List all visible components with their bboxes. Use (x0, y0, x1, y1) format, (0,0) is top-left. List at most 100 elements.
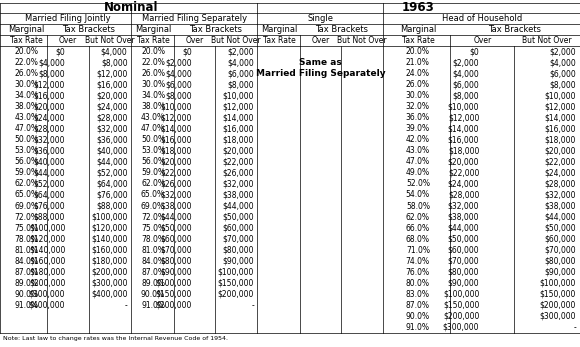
Text: 1963: 1963 (402, 1, 435, 14)
Text: -: - (125, 301, 128, 310)
Text: $60,000: $60,000 (222, 223, 254, 232)
Text: 68.0%: 68.0% (406, 235, 430, 244)
Text: $16,000: $16,000 (96, 81, 128, 89)
Text: $38,000: $38,000 (545, 202, 576, 211)
Text: $18,000: $18,000 (223, 135, 254, 144)
Text: $100,000: $100,000 (155, 279, 191, 288)
Text: $0: $0 (182, 47, 191, 56)
Text: 22.0%: 22.0% (14, 58, 38, 67)
Text: Head of Household: Head of Household (442, 14, 523, 23)
Text: $140,000: $140,000 (29, 246, 65, 255)
Text: $20,000: $20,000 (223, 146, 254, 155)
Text: $38,000: $38,000 (448, 212, 479, 221)
Text: $26,000: $26,000 (160, 179, 191, 188)
Text: 54.0%: 54.0% (406, 191, 430, 200)
Text: $88,000: $88,000 (96, 202, 128, 211)
Text: $180,000: $180,000 (29, 268, 65, 277)
Text: 90.0%: 90.0% (406, 312, 430, 321)
Text: $12,000: $12,000 (448, 113, 479, 122)
Text: 89.0%: 89.0% (14, 279, 39, 288)
Text: $22,000: $22,000 (223, 158, 254, 167)
Text: $0: $0 (470, 47, 479, 56)
Text: $26,000: $26,000 (223, 168, 254, 177)
Text: 47.0%: 47.0% (141, 125, 165, 133)
Text: $14,000: $14,000 (160, 125, 191, 133)
Text: $16,000: $16,000 (34, 91, 65, 100)
Text: $8,000: $8,000 (39, 69, 65, 78)
Text: $20,000: $20,000 (545, 146, 576, 155)
Text: $400,000: $400,000 (29, 301, 65, 310)
Text: 76.0%: 76.0% (406, 268, 430, 277)
Text: $50,000: $50,000 (222, 212, 254, 221)
Text: $200,000: $200,000 (539, 301, 576, 310)
Text: 62.0%: 62.0% (406, 212, 430, 221)
Text: But Not Over: But Not Over (522, 36, 571, 45)
Text: $70,000: $70,000 (448, 256, 479, 265)
Text: Over: Over (59, 36, 77, 45)
Text: $90,000: $90,000 (448, 279, 479, 288)
Text: 42.0%: 42.0% (406, 135, 430, 144)
Text: Tax Brackets: Tax Brackets (189, 25, 242, 34)
Text: $200,000: $200,000 (443, 312, 479, 321)
Text: 62.0%: 62.0% (14, 179, 39, 188)
Text: $2,000: $2,000 (227, 47, 254, 56)
Text: Same as: Same as (299, 58, 342, 67)
Text: $100,000: $100,000 (91, 212, 128, 221)
Text: $44,000: $44,000 (222, 202, 254, 211)
Text: $38,000: $38,000 (160, 202, 191, 211)
Text: Marginal: Marginal (400, 25, 436, 34)
Text: Over: Over (473, 36, 491, 45)
Text: 90.0%: 90.0% (141, 290, 165, 299)
Text: 50.0%: 50.0% (141, 135, 165, 144)
Text: But Not Over: But Not Over (211, 36, 261, 45)
Text: $64,000: $64,000 (96, 179, 128, 188)
Text: Married Filing Separately: Married Filing Separately (142, 14, 247, 23)
Text: Tax Rate: Tax Rate (401, 36, 434, 45)
Text: 30.0%: 30.0% (406, 91, 430, 100)
Text: $90,000: $90,000 (160, 268, 191, 277)
Text: 47.0%: 47.0% (14, 125, 39, 133)
Text: 69.0%: 69.0% (14, 202, 39, 211)
Text: $20,000: $20,000 (160, 158, 191, 167)
Text: Tax Brackets: Tax Brackets (488, 25, 541, 34)
Text: 53.0%: 53.0% (141, 146, 165, 155)
Text: 91.0%: 91.0% (14, 301, 39, 310)
Text: Tax Brackets: Tax Brackets (63, 25, 115, 34)
Text: $70,000: $70,000 (222, 235, 254, 244)
Text: 78.0%: 78.0% (141, 235, 165, 244)
Text: $6,000: $6,000 (227, 69, 254, 78)
Text: $44,000: $44,000 (544, 212, 576, 221)
Text: 43.0%: 43.0% (14, 113, 39, 122)
Text: $150,000: $150,000 (539, 290, 576, 299)
Text: $6,000: $6,000 (452, 81, 479, 89)
Text: 75.0%: 75.0% (14, 223, 39, 232)
Text: $24,000: $24,000 (448, 179, 479, 188)
Text: $150,000: $150,000 (155, 290, 191, 299)
Text: $10,000: $10,000 (545, 91, 576, 100)
Text: 34.0%: 34.0% (14, 91, 39, 100)
Text: 81.0%: 81.0% (141, 246, 165, 255)
Text: 47.0%: 47.0% (406, 158, 430, 167)
Text: $32,000: $32,000 (34, 135, 65, 144)
Text: $14,000: $14,000 (545, 113, 576, 122)
Text: 91.0%: 91.0% (141, 301, 165, 310)
Text: 65.0%: 65.0% (141, 191, 165, 200)
Text: $60,000: $60,000 (448, 246, 479, 255)
Text: 59.0%: 59.0% (141, 168, 165, 177)
Text: $200,000: $200,000 (91, 268, 128, 277)
Text: 89.0%: 89.0% (141, 279, 165, 288)
Text: 80.0%: 80.0% (406, 279, 430, 288)
Text: Tax Rate: Tax Rate (263, 36, 295, 45)
Text: $70,000: $70,000 (544, 246, 576, 255)
Text: $100,000: $100,000 (539, 279, 576, 288)
Text: $22,000: $22,000 (448, 168, 479, 177)
Text: 21.0%: 21.0% (406, 58, 430, 67)
Text: $12,000: $12,000 (96, 69, 128, 78)
Text: $28,000: $28,000 (448, 191, 479, 200)
Text: 84.0%: 84.0% (141, 256, 165, 265)
Text: 81.0%: 81.0% (14, 246, 38, 255)
Text: $60,000: $60,000 (160, 235, 191, 244)
Text: $6,000: $6,000 (165, 81, 191, 89)
Text: 66.0%: 66.0% (406, 223, 430, 232)
Text: 49.0%: 49.0% (406, 168, 430, 177)
